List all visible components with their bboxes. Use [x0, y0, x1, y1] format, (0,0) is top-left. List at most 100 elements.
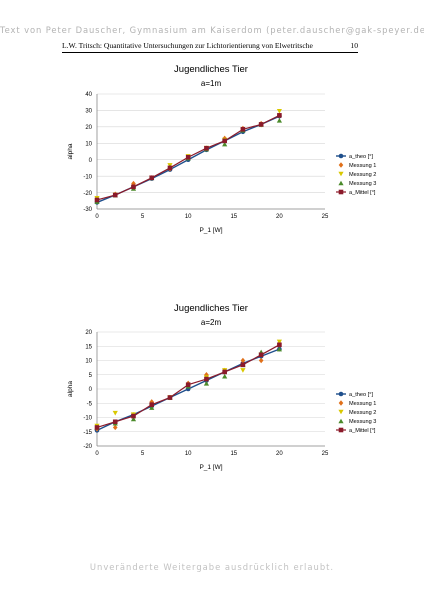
data-point-a-mittel — [258, 352, 264, 358]
data-point-messung-3 — [276, 117, 282, 123]
y-tick-label: -20 — [83, 444, 92, 450]
data-point-a-mittel — [112, 192, 118, 198]
data-point-a-mittel — [222, 138, 227, 144]
data-point-a-mittel — [149, 175, 155, 181]
data-point-a-mittel — [167, 395, 173, 400]
y-tick-label: 0 — [89, 158, 93, 164]
x-tick-label: 10 — [185, 451, 192, 457]
y-tick-label: -5 — [87, 401, 93, 407]
data-point-messung-1 — [240, 357, 246, 364]
x-tick-label: 20 — [276, 451, 283, 457]
data-point-messung-2 — [276, 108, 282, 114]
data-point-a-mittel — [131, 184, 136, 190]
y-tick-label: 40 — [85, 92, 92, 98]
legend-marker-a-mittel — [338, 189, 344, 195]
legend-label-messung-1: Messung 1 — [349, 401, 376, 407]
page-number: 10 — [350, 41, 358, 50]
data-point-messung-3 — [222, 373, 228, 379]
data-point-a-mittel — [204, 145, 209, 151]
document-title: L.W. Tritsch: Quantitative Untersuchunge… — [62, 41, 313, 50]
legend-label-messung-2: Messung 2 — [349, 172, 376, 178]
x-axis-label: P_1 [W] — [199, 227, 222, 234]
legend-label-a-theo: a_theo [°] — [349, 392, 373, 398]
legend-label-messung-3: Messung 3 — [349, 419, 376, 425]
legend-marker-a-mittel — [338, 427, 344, 433]
data-point-a-mittel — [167, 165, 173, 171]
legend-label-messung-2: Messung 2 — [349, 410, 376, 416]
data-point-a-mittel — [240, 362, 246, 368]
legend-label-a-mittel: a_Mittel [°] — [349, 428, 376, 434]
legend-label-a-mittel: a_Mittel [°] — [349, 190, 376, 196]
x-tick-label: 20 — [276, 214, 283, 220]
x-tick-label: 10 — [185, 214, 192, 220]
x-tick-label: 15 — [230, 451, 237, 457]
x-tick-label: 5 — [141, 214, 145, 220]
x-tick-label: 15 — [230, 214, 237, 220]
data-point-a-mittel — [94, 425, 100, 430]
data-point-a-mittel — [204, 376, 209, 382]
data-point-messung-3 — [149, 405, 155, 410]
legend-marker-a-theo — [338, 153, 344, 159]
y-tick-label: -10 — [83, 174, 92, 180]
data-point-messung-2 — [112, 410, 118, 416]
data-point-a-mittel — [131, 413, 136, 419]
y-axis-label: alpha — [67, 143, 74, 159]
data-point-messung-2 — [240, 368, 246, 373]
data-point-messung-1 — [112, 424, 118, 431]
legend-marker-messung-2 — [338, 409, 344, 415]
data-point-a-mittel — [185, 154, 191, 160]
copyright-watermark-bottom: Unveränderte Weitergabe ausdrücklich erl… — [89, 562, 335, 572]
data-point-messung-3 — [222, 141, 228, 147]
legend-label-a-theo: a_theo [°] — [349, 154, 373, 160]
y-tick-label: 10 — [85, 359, 92, 365]
y-tick-label: 30 — [85, 109, 92, 115]
legend-label-messung-3: Messung 3 — [349, 181, 376, 187]
data-point-messung-3 — [130, 416, 137, 422]
y-tick-label: 0 — [89, 387, 93, 393]
data-point-a-mittel — [240, 127, 246, 132]
x-tick-label: 0 — [95, 214, 99, 220]
data-point-a-mittel — [149, 402, 155, 407]
y-tick-label: 5 — [89, 373, 93, 379]
data-point-messung-3 — [276, 346, 282, 352]
y-tick-label: 10 — [85, 141, 92, 147]
data-point-a-mittel — [185, 382, 191, 388]
y-tick-label: 20 — [85, 330, 92, 336]
legend-marker-messung-1 — [338, 162, 344, 168]
data-point-a-mittel — [258, 122, 264, 127]
legend-marker-a-theo — [338, 391, 344, 397]
x-tick-label: 5 — [141, 451, 145, 457]
x-tick-label: 0 — [95, 451, 99, 457]
y-tick-label: -15 — [83, 430, 92, 436]
y-tick-label: -10 — [83, 416, 92, 422]
chart-subtitle: a=2m — [201, 318, 222, 327]
data-point-a-mittel — [112, 419, 118, 425]
chart-a-2m: Jugendliches Tier a=2m -20 -15 -10 -5 0 5 10 15 20… — [67, 303, 376, 471]
data-point-a-mittel — [222, 369, 227, 375]
legend-marker-messung-3 — [338, 418, 344, 424]
x-tick-label: 25 — [322, 451, 329, 457]
data-point-messung-1 — [131, 180, 136, 187]
y-tick-label: 15 — [85, 344, 92, 350]
data-point-messung-3 — [203, 381, 210, 386]
data-point-a-mittel — [277, 113, 282, 118]
page-header: L.W. Tritsch: Quantitative Untersuchunge… — [62, 41, 358, 53]
data-point-a-mittel — [277, 342, 282, 348]
legend-label-messung-1: Messung 1 — [349, 163, 376, 169]
legend-marker-messung-3 — [338, 180, 344, 186]
y-axis-label: alpha — [67, 381, 74, 397]
y-tick-label: -20 — [83, 191, 92, 197]
legend-marker-messung-2 — [338, 171, 344, 177]
chart-subtitle: a=1m — [201, 79, 222, 88]
x-axis-label: P_1 [W] — [199, 464, 222, 471]
y-tick-label: 20 — [85, 125, 92, 131]
x-tick-label: 25 — [322, 214, 329, 220]
data-point-messung-2 — [276, 339, 282, 345]
chart-title: Jugendliches Tier — [174, 64, 248, 75]
legend-marker-messung-1 — [338, 400, 344, 406]
chart-title: Jugendliches Tier — [174, 303, 248, 314]
y-tick-label: -30 — [83, 207, 92, 213]
data-point-a-mittel — [94, 197, 100, 203]
data-point-messung-1 — [258, 357, 264, 364]
copyright-watermark-top: Text von Peter Dauscher, Gymnasium am Ka… — [0, 25, 424, 35]
